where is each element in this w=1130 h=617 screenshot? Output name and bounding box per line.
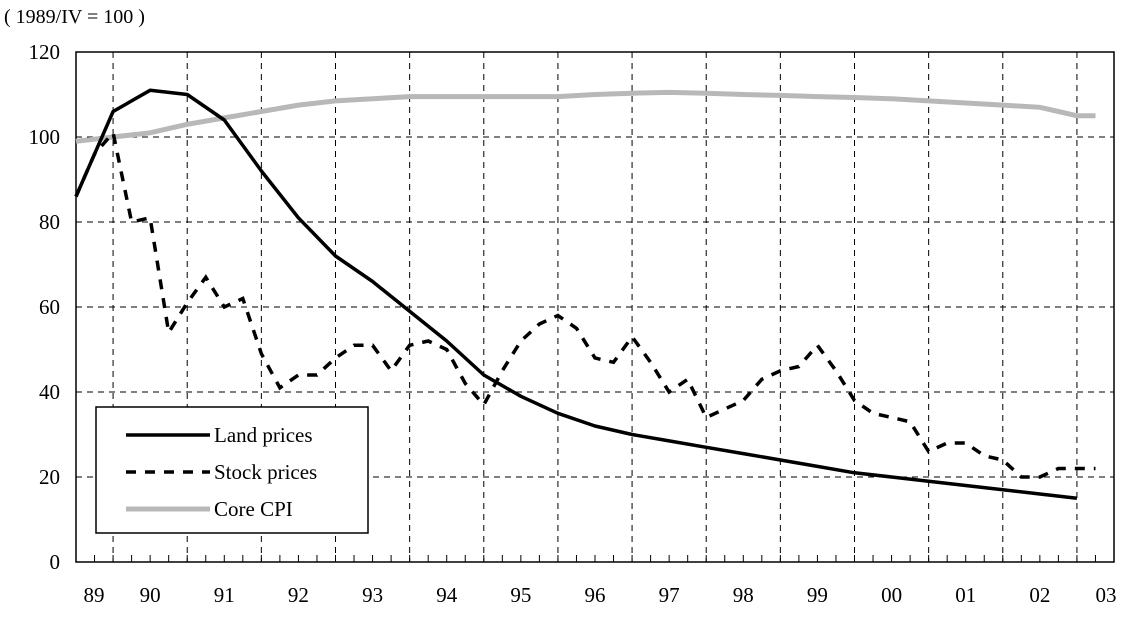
x-tick-label: 99 [807, 583, 828, 607]
x-tick-label: 91 [214, 583, 235, 607]
y-tick-label: 40 [39, 380, 60, 404]
series-line-land-prices [74, 88, 1078, 501]
x-tick-label: 00 [881, 583, 902, 607]
grid-lines [76, 52, 1114, 562]
y-tick-label: 100 [29, 125, 61, 149]
x-tick-label: 94 [436, 583, 458, 607]
x-tick-label: 92 [288, 583, 309, 607]
unit-label: ( 1989/IV = 100 ) [4, 6, 145, 28]
x-tick-label: 96 [585, 583, 606, 607]
x-tick-label: 97 [659, 583, 680, 607]
x-tick-label: 01 [955, 583, 976, 607]
series-line-stock-prices [74, 129, 1096, 479]
y-tick-label: 60 [39, 295, 60, 319]
y-tick-label: 80 [39, 210, 60, 234]
x-tick-label: 03 [1096, 583, 1117, 607]
y-tick-label: 0 [50, 550, 61, 574]
legend-box [95, 406, 369, 534]
y-tick-label: 20 [39, 465, 60, 489]
x-tick-label: 95 [510, 583, 531, 607]
x-tick-label: 93 [362, 583, 383, 607]
legend-label: Land prices [214, 423, 313, 447]
legend-label: Core CPI [214, 497, 293, 521]
x-tick-label: 89 [84, 583, 105, 607]
legend-label: Stock prices [214, 460, 317, 484]
x-tick-label: 98 [733, 583, 754, 607]
series-line-core-cpi [75, 89, 1096, 144]
legend: Land prices Stock prices Core CPI [95, 406, 369, 534]
x-tick-label: 90 [140, 583, 161, 607]
x-tick-label: 02 [1029, 583, 1050, 607]
y-tick-label: 120 [29, 40, 61, 64]
series-lines [74, 88, 1096, 501]
